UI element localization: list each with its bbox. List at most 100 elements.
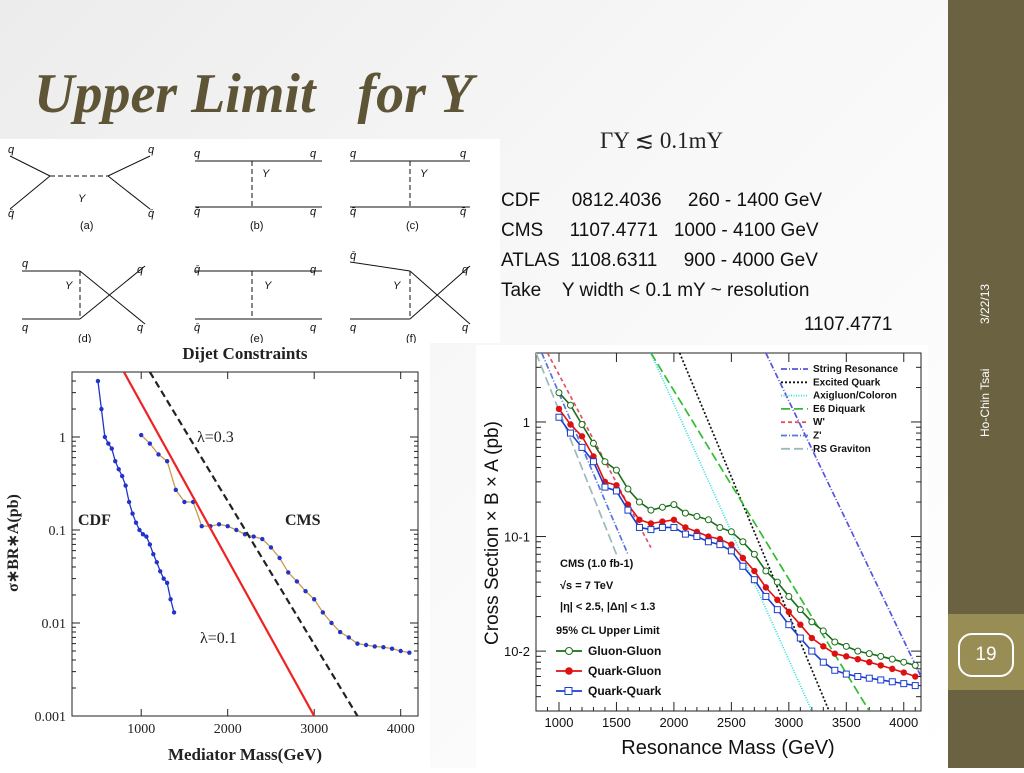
feyn-label: q̄ (350, 250, 357, 262)
feyn-label: q (22, 258, 29, 270)
data-point (750, 576, 758, 584)
data-point (716, 541, 724, 549)
data-point (555, 389, 563, 397)
data-point (705, 533, 712, 540)
feyn-label: Y (420, 168, 428, 180)
annotation-cms: CMS (285, 512, 321, 529)
data-point (739, 562, 747, 570)
feyn-label: q̄ (148, 208, 155, 220)
data-point (355, 641, 360, 646)
data-point (578, 443, 586, 451)
feynman-diagrams: q q̄ q q̄ Y q q̄ q q Y q q̄ q q̄ Y q q q… (0, 139, 500, 345)
data-point (716, 523, 724, 531)
data-point (171, 610, 177, 615)
info-block: CDF 0812.4036 260 - 1400 GeV CMS 1107.47… (501, 186, 892, 335)
data-point (877, 662, 884, 669)
feyn-panel-label: (f) (406, 333, 416, 343)
info-cms-lumi: CMS (1.0 fb-1) (560, 558, 634, 570)
data-point (156, 452, 161, 457)
y-axis-label: σ∗BR∗A(pb) (5, 494, 22, 592)
series-line-axigluon-coloron (650, 353, 813, 711)
series-line-rs-graviton (536, 353, 618, 555)
data-point (154, 560, 159, 565)
formula-text: ΓY ≲ 0.1mY (600, 128, 724, 153)
legend-entry: W' (813, 417, 825, 428)
annotation-cdf: CDF (78, 512, 111, 529)
data-point (739, 554, 747, 562)
data-point (277, 555, 282, 561)
legend-marker (565, 647, 573, 655)
data-point (647, 520, 655, 527)
data-point (381, 644, 386, 650)
data-point (161, 576, 166, 581)
data-point (728, 541, 735, 548)
data-point (750, 550, 758, 558)
legend-marker (564, 687, 573, 695)
legend-entry: Quark-Gluon (588, 664, 661, 678)
x-axis-label: Resonance Mass (GeV) (621, 737, 834, 759)
data-point (762, 567, 770, 575)
data-point (555, 413, 563, 421)
data-point (843, 653, 850, 660)
data-point (819, 658, 827, 666)
y-tick-label: 0.1 (49, 524, 67, 539)
data-point (346, 635, 351, 640)
data-point (877, 676, 885, 684)
feyn-label: q (22, 322, 29, 334)
data-point (636, 516, 643, 523)
data-point (854, 673, 862, 681)
series-line-cms (140, 434, 410, 654)
data-point (912, 673, 919, 680)
feyn-label: q (137, 264, 144, 276)
feynman-diagram-c (350, 160, 470, 208)
legend-entry: Axigluon/Coloron (813, 391, 897, 402)
data-point (589, 439, 597, 447)
data-point (158, 569, 163, 574)
data-point (727, 547, 735, 555)
x-tick-label: 4000 (889, 715, 918, 730)
feyn-label: q (310, 264, 317, 276)
feyn-label: q (148, 144, 155, 156)
y-tick-label: 0.01 (42, 617, 67, 632)
info-row: Take Y width < 0.1 mY ~ resolution (501, 280, 810, 301)
data-point (785, 621, 793, 629)
series-line-w- (546, 353, 652, 549)
data-point (820, 643, 827, 650)
data-point (407, 650, 412, 655)
data-point (130, 511, 135, 516)
feynman-diagram-a (9, 155, 151, 210)
data-point (635, 498, 643, 506)
data-point (635, 523, 643, 531)
data-point (659, 518, 666, 525)
annotation-lambda-03: λ=0.3 (197, 429, 234, 446)
data-point (612, 487, 620, 495)
data-point (601, 483, 609, 491)
feyn-label: Y (65, 280, 73, 292)
data-point (762, 584, 770, 591)
data-point (106, 441, 111, 446)
data-point (329, 620, 334, 626)
data-point (808, 634, 816, 642)
x-tick-label: 1000 (127, 722, 155, 737)
data-point (137, 527, 142, 533)
data-point (797, 621, 804, 628)
data-point (727, 528, 735, 536)
x-tick-label: 2000 (214, 722, 242, 737)
data-point (164, 458, 170, 464)
feyn-label: Y (393, 280, 401, 292)
data-point (774, 596, 781, 604)
series-line-string-resonance (765, 353, 921, 677)
legend-entry: Gluon-Gluon (588, 644, 661, 658)
data-point (716, 535, 724, 543)
cms-resonance-chart: 1000 1500 2000 2500 3000 3500 4000 1 10-1 10-2 St… (476, 345, 928, 768)
data-point (139, 432, 144, 438)
feyn-label: q̄ (194, 264, 201, 276)
slide-date: 3/22/13 (978, 283, 992, 324)
data-point (866, 659, 873, 666)
data-point (320, 610, 326, 615)
series-line--0-1 (122, 372, 316, 716)
data-point (140, 532, 146, 537)
data-point (372, 644, 377, 649)
data-point (363, 642, 369, 648)
data-point (819, 627, 827, 635)
